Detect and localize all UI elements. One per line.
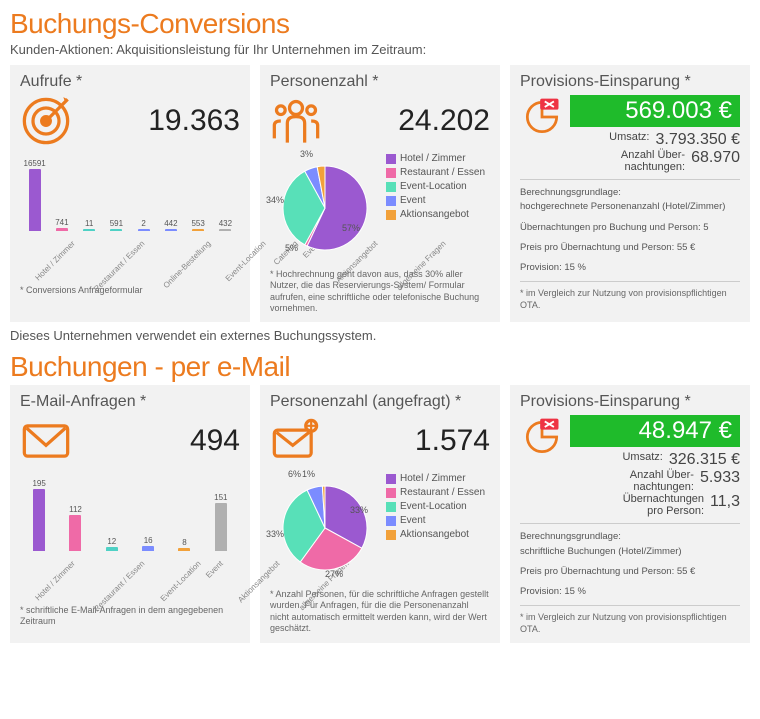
target-icon [20, 95, 72, 147]
personen2-title: Personenzahl (angefragt) * [270, 393, 490, 411]
aufrufe-title: Aufrufe * [20, 73, 240, 91]
bar-col: 11 [77, 219, 102, 231]
legend-row: Event [386, 515, 485, 526]
prov2-umsatz-lbl: Umsatz: [570, 451, 669, 469]
prov1-nights: 68.970 [691, 149, 740, 173]
legend-row: Hotel / Zimmer [386, 473, 485, 484]
personen2-legend: Hotel / Zimmer Restaurant / Essen Event-Lo… [386, 473, 485, 543]
bar-col: 553 [186, 219, 211, 231]
personen1-value: 24.202 [398, 104, 490, 138]
email-title: E-Mail-Anfragen * [20, 393, 240, 411]
email-card: E-Mail-Anfragen * 494 19511212168151 Hot… [10, 385, 250, 643]
bar-col: 112 [58, 505, 92, 551]
prov1-calc: Berechnungsgrundlage: hochgerechnete Per… [520, 186, 740, 275]
prov1-big: 569.003 € [570, 95, 740, 127]
savings-icon [520, 95, 564, 139]
legend-row: Restaurant / Essen [386, 487, 485, 498]
prov2-card: Provisions-Einsparung * 48.947 € Umsatz:… [510, 385, 750, 643]
aufrufe-card: Aufrufe * 19.363 16591741115912442553432… [10, 65, 250, 322]
personen1-pie: 57%34%5%3% [270, 153, 380, 263]
legend-row: Event-Location [386, 181, 485, 192]
prov1-card: Provisions-Einsparung * 569.003 € Umsatz… [510, 65, 750, 322]
legend-row: Event [386, 195, 485, 206]
bar-col: 16591 [22, 159, 47, 231]
aufrufe-value: 19.363 [148, 104, 240, 138]
prov2-calc: Berechnungsgrundlage: schriftliche Buchu… [520, 530, 740, 599]
bar-col: 591 [104, 219, 129, 231]
prov2-big: 48.947 € [570, 415, 740, 447]
personen1-legend: Hotel / Zimmer Restaurant / Essen Event-Lo… [386, 153, 485, 223]
personen1-title: Personenzahl * [270, 73, 490, 91]
savings-icon [520, 415, 564, 459]
prov1-umsatz: 3.793.350 € [655, 131, 740, 149]
prov1-nights-lbl: Anzahl Über- nachtungen: [570, 149, 691, 173]
prov2-nights: 5.933 [700, 469, 740, 493]
section1-title: Buchungs-Conversions [10, 8, 750, 40]
legend-row: Event-Location [386, 501, 485, 512]
section1-subtitle: Kunden-Aktionen: Akquisitionsleistung fü… [10, 42, 750, 57]
bar-col: 8 [167, 538, 201, 551]
prov2-umsatz: 326.315 € [669, 451, 740, 469]
bar-col: 195 [22, 479, 56, 551]
prov2-title: Provisions-Einsparung * [520, 393, 740, 411]
bar-col: 16 [131, 536, 165, 551]
section2-pre: Dieses Unternehmen verwendet ein externe… [10, 328, 750, 343]
legend-row: Hotel / Zimmer [386, 153, 485, 164]
aufrufe-bars: 16591741115912442553432 [20, 153, 240, 231]
prov2-perperson-lbl: Übernachtungen pro Person: [570, 493, 710, 517]
personen2-pie: 33%27%33%6%1% [270, 473, 380, 583]
prov1-footnote: * im Vergleich zur Nutzung von provision… [520, 288, 740, 311]
legend-row: Aktionsangebot [386, 209, 485, 220]
prov2-perperson: 11,3 [710, 493, 740, 517]
bar-col: 151 [204, 493, 238, 551]
section2-title: Buchungen - per e-Mail [10, 351, 750, 383]
prov2-nights-lbl: Anzahl Über- nachtungen: [570, 469, 700, 493]
bar-col: 2 [131, 219, 156, 231]
mail-icon [20, 415, 72, 467]
legend-row: Restaurant / Essen [386, 167, 485, 178]
bar-col: 442 [158, 219, 183, 231]
bar-col: 12 [95, 537, 129, 551]
bar-col: 741 [49, 218, 74, 231]
prov1-title: Provisions-Einsparung * [520, 73, 740, 91]
mail-person-icon [270, 415, 322, 467]
prov2-footnote: * im Vergleich zur Nutzung von provision… [520, 612, 740, 635]
bar-col: 432 [213, 219, 238, 231]
email-bars: 19511212168151 [20, 473, 240, 551]
people-icon [270, 95, 322, 147]
legend-row: Aktionsangebot [386, 529, 485, 540]
email-value: 494 [190, 424, 240, 458]
personen2-value: 1.574 [415, 424, 490, 458]
prov1-umsatz-lbl: Umsatz: [570, 131, 655, 149]
